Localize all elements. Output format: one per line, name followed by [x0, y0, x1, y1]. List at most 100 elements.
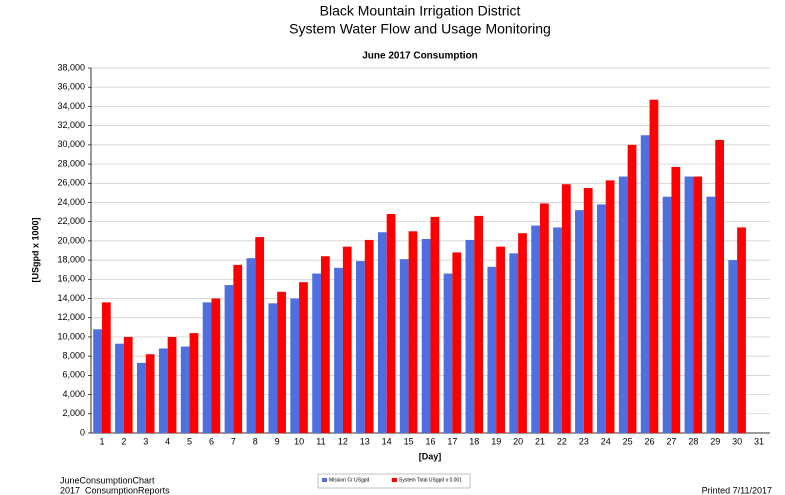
bar [334, 267, 343, 433]
footer-text: JuneConsumptionChart [60, 475, 155, 485]
y-tick-label: 0 [80, 427, 85, 437]
x-tick-label: 12 [338, 436, 348, 446]
y-tick-label: 26,000 [57, 178, 85, 188]
x-tick-label: 30 [732, 436, 742, 446]
bar [561, 184, 571, 433]
bar [342, 246, 352, 433]
y-tick-label: 12,000 [57, 312, 85, 322]
bar [115, 343, 124, 433]
y-tick-label: 34,000 [57, 101, 85, 111]
bar [277, 291, 286, 433]
bar [452, 252, 462, 433]
bar [101, 302, 111, 433]
bar [474, 215, 484, 433]
bar [299, 282, 308, 433]
bar [364, 239, 374, 433]
x-tick-label: 31 [754, 436, 764, 446]
x-tick-label: 18 [469, 436, 479, 446]
x-tick-label: 8 [253, 436, 258, 446]
x-tick-label: 19 [491, 436, 501, 446]
bar [136, 362, 146, 433]
bar [430, 216, 440, 433]
y-tick-label: 4,000 [62, 389, 85, 399]
x-axis-label: [Day] [419, 451, 442, 461]
bar [671, 166, 681, 433]
bar [684, 176, 694, 433]
legend-swatch [392, 478, 397, 482]
bar [662, 196, 672, 433]
x-tick-label: 3 [143, 436, 148, 446]
y-tick-label: 36,000 [57, 82, 85, 92]
x-tick-label: 10 [294, 436, 304, 446]
bar [246, 258, 256, 433]
bar [180, 346, 190, 433]
x-tick-label: 20 [513, 436, 523, 446]
bar [93, 329, 102, 433]
legend-swatch [322, 478, 327, 482]
x-tick-label: 13 [360, 436, 370, 446]
bar [158, 348, 168, 433]
footer-text: 2017_ConsumptionReports [60, 485, 170, 495]
y-tick-label: 30,000 [57, 139, 85, 149]
bar [728, 260, 738, 433]
x-tick-label: 2 [121, 436, 126, 446]
y-tick-label: 32,000 [57, 120, 85, 130]
y-tick-label: 22,000 [57, 216, 85, 226]
bar [290, 298, 300, 433]
y-tick-label: 24,000 [57, 197, 85, 207]
x-tick-label: 26 [645, 436, 655, 446]
page-title: Black Mountain Irrigation District [320, 3, 521, 19]
x-tick-label: 29 [710, 436, 720, 446]
bar [312, 273, 321, 433]
x-tick-label: 25 [623, 436, 633, 446]
bar [518, 233, 527, 433]
x-tick-label: 23 [579, 436, 589, 446]
bar [496, 246, 505, 433]
chart-title: June 2017 Consumption [362, 51, 478, 62]
bar [618, 176, 628, 433]
bar [706, 196, 716, 433]
bar [233, 264, 243, 433]
bar [737, 227, 746, 433]
x-tick-label: 24 [601, 436, 611, 446]
footer-text: Printed 7/11/2017 [702, 485, 772, 495]
bar [211, 298, 221, 433]
bar [202, 302, 212, 433]
y-tick-label: 10,000 [57, 331, 85, 341]
bar [627, 144, 637, 433]
y-tick-label: 14,000 [57, 293, 85, 303]
bar [596, 204, 606, 433]
legend-label: Mission Cr USgpd [329, 477, 370, 483]
bar [224, 285, 234, 433]
x-tick-label: 22 [557, 436, 567, 446]
y-tick-label: 6,000 [62, 370, 85, 380]
bar [640, 135, 650, 433]
x-tick-label: 27 [666, 436, 676, 446]
bar [268, 303, 278, 433]
y-tick-label: 2,000 [62, 408, 85, 418]
bar [509, 253, 519, 433]
x-tick-label: 7 [231, 436, 236, 446]
bar [465, 239, 475, 433]
y-tick-label: 8,000 [62, 351, 85, 361]
y-tick-label: 20,000 [57, 235, 85, 245]
bar [575, 210, 584, 433]
bar [715, 140, 725, 433]
bar [377, 232, 387, 433]
y-axis-label: [USgpd x 1000] [30, 217, 40, 282]
x-tick-label: 16 [425, 436, 435, 446]
bar [123, 336, 133, 433]
bar [605, 180, 615, 433]
bar [167, 336, 177, 433]
y-tick-label: 28,000 [57, 158, 85, 168]
bar [399, 259, 409, 433]
bar [693, 176, 703, 433]
bar [531, 225, 541, 433]
x-tick-label: 28 [688, 436, 698, 446]
bar [443, 273, 453, 433]
bar [649, 99, 659, 434]
y-tick-label: 18,000 [57, 254, 85, 264]
x-tick-label: 9 [275, 436, 280, 446]
page-subtitle: System Water Flow and Usage Monitoring [289, 21, 551, 37]
